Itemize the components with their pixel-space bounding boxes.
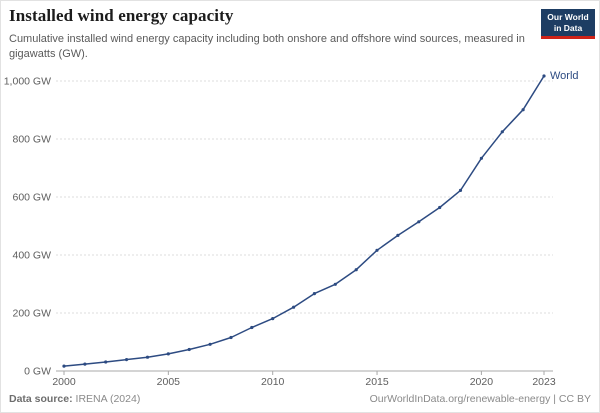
data-point[interactable] bbox=[187, 347, 191, 352]
x-axis-tick-label: 2020 bbox=[470, 376, 494, 388]
page-title: Installed wind energy capacity bbox=[9, 6, 234, 25]
data-point[interactable] bbox=[145, 355, 150, 359]
x-axis-tick-label: 2005 bbox=[157, 376, 181, 388]
data-point[interactable] bbox=[375, 248, 379, 252]
y-axis-tick-label: 1,000 GW bbox=[4, 76, 51, 88]
data-point[interactable] bbox=[166, 352, 170, 356]
data-point[interactable] bbox=[438, 205, 442, 210]
data-point[interactable] bbox=[417, 220, 421, 224]
chart-footer: Data source: IRENA (2024) OurWorldInData… bbox=[9, 393, 591, 405]
data-point[interactable] bbox=[62, 364, 66, 368]
data-point[interactable] bbox=[104, 360, 108, 364]
y-axis-tick-label: 200 GW bbox=[12, 308, 51, 320]
data-point[interactable] bbox=[458, 188, 463, 192]
data-point[interactable] bbox=[396, 233, 400, 237]
data-point[interactable] bbox=[521, 108, 525, 112]
data-point[interactable] bbox=[500, 130, 504, 134]
data-point[interactable] bbox=[333, 282, 337, 286]
y-axis-tick-label: 400 GW bbox=[12, 250, 51, 262]
data-point[interactable] bbox=[271, 317, 275, 321]
owid-logo[interactable]: Our World in Data bbox=[541, 9, 595, 39]
x-axis-tick-label: 2023 bbox=[532, 376, 556, 388]
world-series-line[interactable] bbox=[63, 75, 545, 367]
x-axis-tick-label: 2010 bbox=[261, 376, 285, 388]
data-point[interactable] bbox=[208, 342, 212, 346]
x-axis-tick-label: 2000 bbox=[52, 376, 76, 388]
data-point[interactable] bbox=[229, 335, 233, 340]
data-point[interactable] bbox=[250, 325, 254, 330]
data-source-value: IRENA (2024) bbox=[75, 393, 141, 405]
data-point[interactable] bbox=[83, 362, 87, 366]
data-point[interactable] bbox=[354, 268, 358, 272]
data-point[interactable] bbox=[292, 305, 296, 309]
series-end-label[interactable]: World bbox=[550, 70, 579, 82]
owid-logo-line1: Our World bbox=[547, 12, 589, 22]
y-axis-tick-label: 600 GW bbox=[12, 192, 51, 204]
data-source-note: Data source: IRENA (2024) bbox=[9, 393, 140, 405]
data-point[interactable] bbox=[312, 292, 316, 296]
data-point[interactable] bbox=[479, 156, 483, 160]
x-axis-tick-label: 2015 bbox=[365, 376, 389, 388]
data-source-label: Data source: bbox=[9, 393, 73, 405]
data-point[interactable] bbox=[542, 74, 546, 78]
chart-subtitle: Cumulative installed wind energy capacit… bbox=[9, 33, 525, 61]
footer-separator: | bbox=[550, 393, 559, 405]
y-axis-tick-label: 0 GW bbox=[24, 366, 51, 378]
y-axis-tick-label: 800 GW bbox=[12, 134, 51, 146]
owid-logo-line2: in Data bbox=[553, 22, 583, 33]
license-label[interactable]: CC BY bbox=[558, 393, 591, 405]
license-note: OurWorldInData.org/renewable-energy | CC… bbox=[370, 393, 591, 405]
owid-link[interactable]: OurWorldInData.org/renewable-energy bbox=[369, 393, 551, 405]
data-point[interactable] bbox=[125, 358, 129, 362]
